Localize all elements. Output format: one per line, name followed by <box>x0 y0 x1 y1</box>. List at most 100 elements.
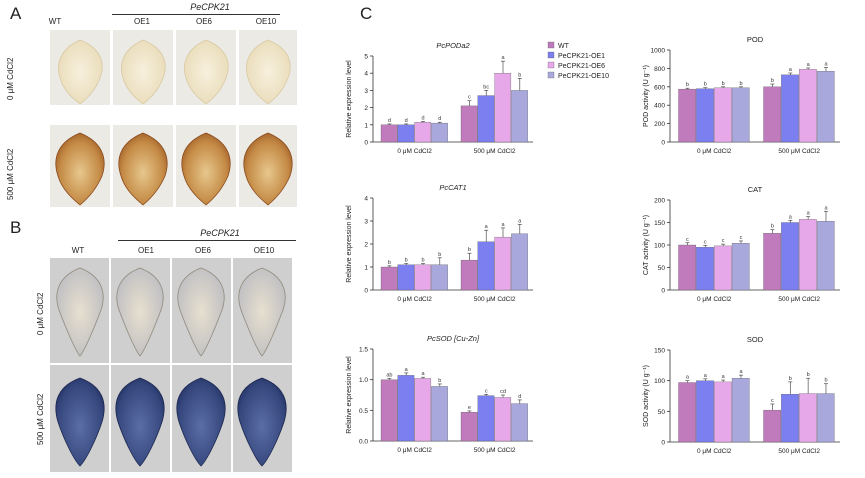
sod-ytick-label: 50 <box>658 409 666 416</box>
sod-bar <box>714 381 732 443</box>
sod-bar <box>763 409 782 443</box>
panel-b-leaves <box>50 258 292 472</box>
cat-bar <box>714 245 732 291</box>
cat1-title: PcCAT1 <box>439 183 466 192</box>
cat1-ylabel: Relative expression level <box>346 205 353 283</box>
sod_cuzn-sig-letter: a <box>405 367 409 373</box>
cat-sig-letter: c <box>722 238 725 244</box>
b-leaf-oe1-1 <box>115 377 165 467</box>
cat1-sig-letter: b <box>405 258 408 264</box>
cat-sig-letter: c <box>704 239 707 245</box>
a-leaf-oe10-0 <box>246 39 291 105</box>
podA2-sig-letter: c <box>468 95 471 101</box>
podA2-ytick-label: 2 <box>364 105 368 112</box>
sod_cuzn-category-label: 0 μM CdCl2 <box>397 447 432 454</box>
sod_cuzn-bar <box>380 379 398 442</box>
cat-bar <box>678 244 697 291</box>
panel-letter-b: B <box>10 218 22 237</box>
pod-sig-letter: b <box>722 81 725 87</box>
cat-sig-letter: a <box>789 214 793 220</box>
b-leaf-oe1-0 <box>116 267 164 357</box>
pod-ytick-label: 1000 <box>651 48 666 55</box>
podA2-category-label: 0 μM CdCl2 <box>397 148 432 155</box>
sod-bar <box>678 382 697 443</box>
cat1-bar <box>477 241 495 291</box>
sod_cuzn-ylabel: Relative expression level <box>346 356 353 434</box>
sod-title: SOD <box>747 335 764 344</box>
cat1-sig-letter: a <box>501 222 505 228</box>
pod-bar <box>714 87 732 143</box>
sod_cuzn-ytick-label: 0.0 <box>359 439 368 446</box>
pod-ytick-label: 400 <box>654 103 665 110</box>
cat-bar <box>696 247 714 291</box>
podA2-bar <box>494 73 512 143</box>
pod-sig-letter: a <box>824 61 828 67</box>
cat-bar <box>763 233 782 291</box>
sod-ytick-label: 0 <box>661 440 665 447</box>
panel-a-leaves <box>50 30 297 207</box>
cat1-ytick-label: 0 <box>364 288 368 295</box>
panel-a-group-title: PeCPK21 <box>190 2 230 12</box>
sod_cuzn-sig-letter: ab <box>386 372 392 378</box>
cat1-sig-letter: b <box>421 258 424 264</box>
a-leaf-wt-0 <box>58 39 103 105</box>
sod_cuzn-ytick-label: 1.0 <box>359 377 368 384</box>
cat-sig-letter: c <box>740 235 743 241</box>
podA2-sig-letter: d <box>388 118 391 124</box>
b-leaf-wt-1 <box>55 377 105 467</box>
podA2-sig-letter: d <box>421 115 424 121</box>
cat-ylabel: CAT activity (U g⁻¹) <box>643 215 650 275</box>
legend-label: WT <box>558 43 570 50</box>
pod-sig-letter: b <box>739 81 742 87</box>
cat1-category-label: 500 μM CdCl2 <box>474 296 516 303</box>
cat-ytick-label: 50 <box>658 265 666 272</box>
pod-title: POD <box>747 35 764 44</box>
b-leaf-oe6-1 <box>176 377 226 467</box>
sod_cuzn-sig-letter: cd <box>500 389 506 395</box>
cat1-bar <box>494 236 512 291</box>
cat1-bar <box>431 264 448 291</box>
podA2-title: PcPODa2 <box>436 41 470 50</box>
sod-sig-letter: b <box>824 378 827 384</box>
a-leaf-oe1-1 <box>118 132 168 206</box>
panel-b-col-oe6: OE6 <box>194 246 211 255</box>
cat1-bar <box>511 233 528 291</box>
sod_cuzn-bar <box>397 375 415 442</box>
b-leaf-oe10-0 <box>238 267 286 357</box>
cat-ytick-label: 0 <box>661 288 665 295</box>
panel-b-col-wt: WT <box>71 246 85 255</box>
b-leaf-oe10-1 <box>237 377 287 467</box>
sod_cuzn-ytick-label: 1.5 <box>359 347 368 354</box>
a-leaf-oe10-1 <box>243 132 293 206</box>
pod-bar <box>816 71 835 143</box>
cat-bar <box>816 220 835 291</box>
a-leaf-oe6-0 <box>184 39 229 105</box>
pod-sig-letter: a <box>807 62 811 68</box>
pod-ytick-label: 600 <box>654 84 665 91</box>
panel-letter-c: C <box>360 4 373 23</box>
podA2-ytick-label: 3 <box>364 88 368 95</box>
legend-label: PeCPK21-OE1 <box>558 53 605 60</box>
cat-ytick-label: 150 <box>654 220 665 227</box>
podA2-bar <box>397 124 415 143</box>
sod_cuzn-sig-letter: c <box>485 388 488 394</box>
podA2-bar <box>511 90 528 143</box>
sod-sig-letter: a <box>722 374 726 380</box>
sod-sig-letter: a <box>739 369 743 375</box>
panel-a-col-oe1: OE1 <box>133 17 150 26</box>
pod-category-label: 0 μM CdCl2 <box>697 148 732 155</box>
b-leaf-wt-0 <box>56 267 104 357</box>
panel-b-group-title: PeCPK21 <box>200 228 240 238</box>
panel-a-col-oe10: OE10 <box>255 17 277 26</box>
cat1-sig-letter: b <box>388 260 391 266</box>
cat-sig-letter: a <box>807 211 811 217</box>
podA2-ytick-label: 1 <box>364 122 368 129</box>
cat1-ytick-label: 1 <box>364 265 368 272</box>
b-leaf-oe6-0 <box>177 267 225 357</box>
pod-sig-letter: a <box>789 67 793 73</box>
podA2-ytick-label: 0 <box>364 140 368 147</box>
panel-a-col-oe6: OE6 <box>195 17 212 26</box>
podA2-bar <box>414 122 432 143</box>
pod-ytick-label: 800 <box>654 66 665 73</box>
sod-sig-letter: b <box>789 376 792 382</box>
